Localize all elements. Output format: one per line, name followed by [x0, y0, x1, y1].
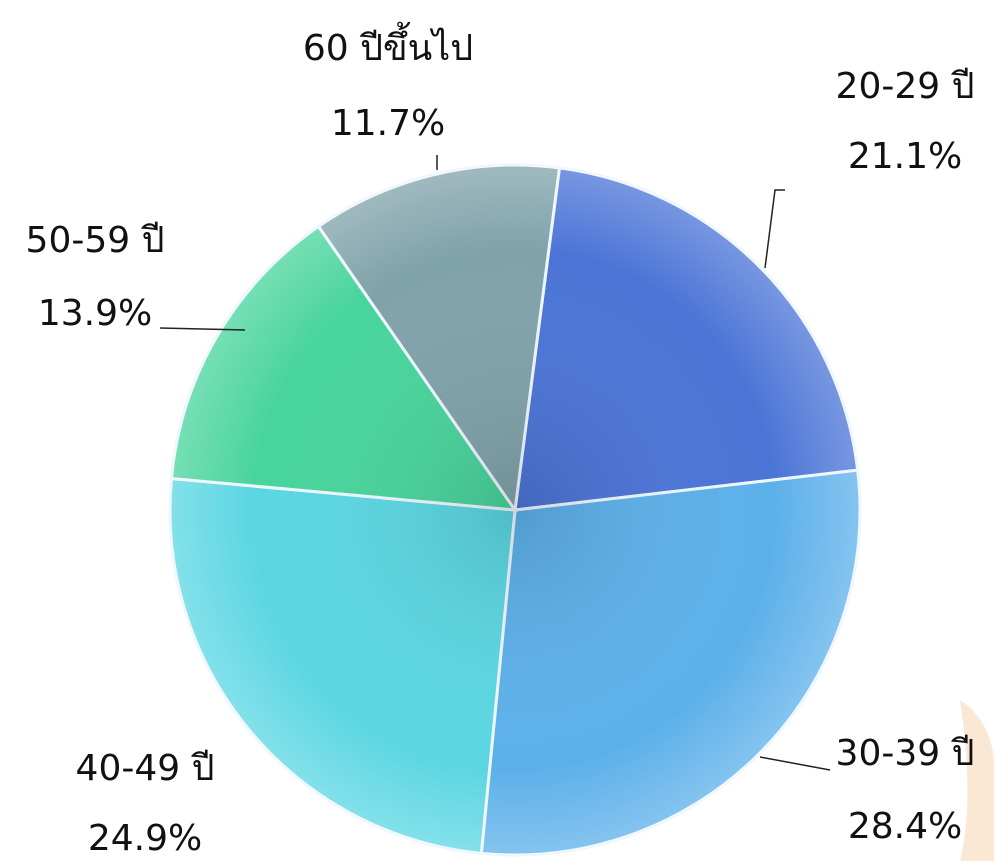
value-label: 24.9%: [88, 818, 202, 859]
value-label: 11.7%: [331, 103, 445, 144]
category-label: 40-49 ปี: [76, 748, 215, 789]
value-label: 28.4%: [848, 806, 962, 847]
pie-slice: [513, 166, 860, 512]
value-label: 21.1%: [848, 136, 962, 177]
leader-line: [759, 756, 831, 771]
pie-slice: [168, 476, 517, 855]
category-label: 60 ปีขึ้นไป: [303, 21, 473, 69]
pie: [168, 163, 862, 857]
pie-slice: [479, 468, 862, 857]
category-label: 50-59 ปี: [26, 220, 165, 261]
category-label: 30-39 ปี: [836, 733, 975, 774]
background-decoration: [960, 700, 994, 861]
leader-line: [764, 189, 785, 269]
leader-line: [159, 327, 246, 331]
labels: 20-29 ปี 21.1% 30-39 ปี 28.4% 40-49 ปี 24.9% 5…: [26, 21, 975, 859]
value-label: 13.9%: [38, 293, 152, 334]
category-label: 20-29 ปี: [836, 66, 975, 107]
